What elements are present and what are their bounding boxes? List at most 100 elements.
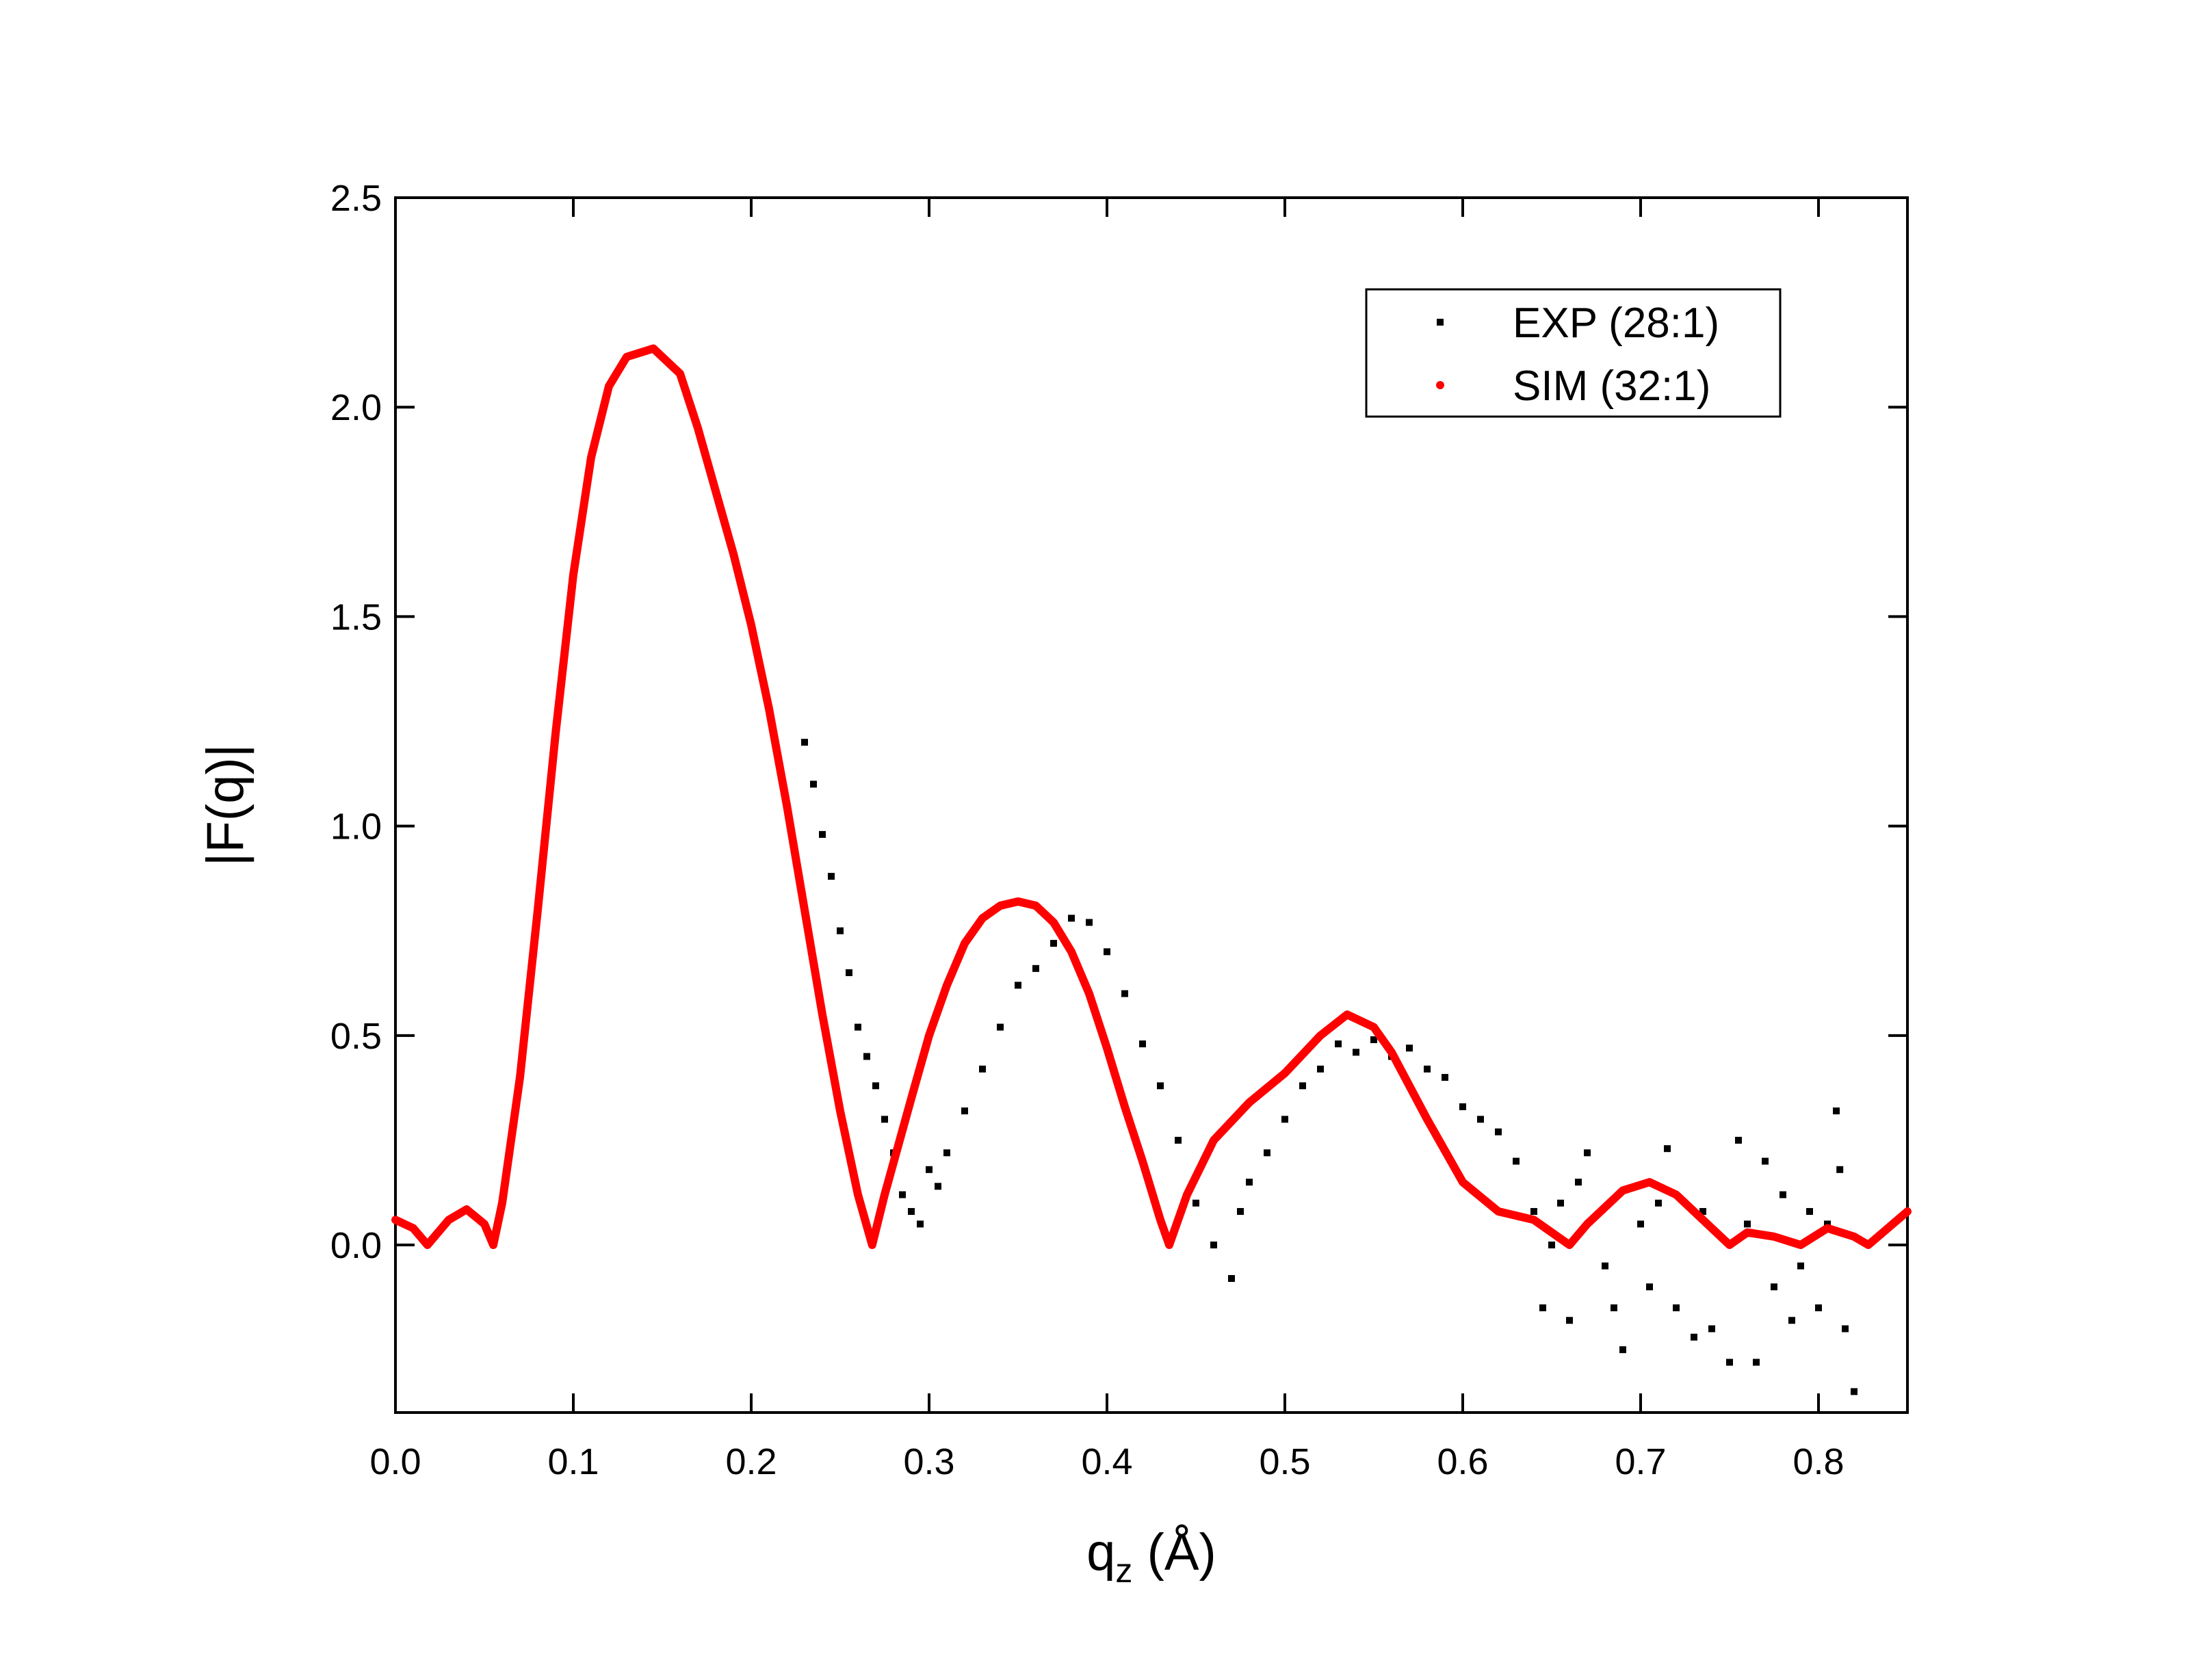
data-point [1762,1157,1769,1165]
x-tick-label: 0.4 [1081,1441,1132,1482]
data-point [1121,990,1128,997]
data-point [1833,1107,1840,1115]
data-point [846,969,852,976]
data-point [1771,1283,1777,1291]
data-point [1842,1325,1849,1333]
data-point [1246,1179,1253,1186]
data-point [1824,1220,1831,1228]
data-point [1557,1199,1564,1207]
data-point [1797,1262,1804,1270]
data-point [997,1023,1004,1031]
data-point [1068,915,1075,922]
x-tick-label: 0.0 [369,1441,421,1482]
series [391,344,1912,1249]
data-point [1015,982,1021,989]
data-point [801,739,808,746]
data-point [1192,1199,1199,1207]
data-point [1210,1242,1217,1249]
y-tick-label: 2.5 [330,178,382,219]
data-point [1744,1220,1751,1228]
data-point [1611,1304,1617,1311]
data-point [979,1065,986,1073]
data-point [899,1191,906,1198]
data-point [1815,1304,1822,1311]
y-tick-label: 0.5 [330,1016,382,1057]
data-point [1637,1220,1644,1228]
data-point [1655,1199,1662,1207]
x-tick-label: 0.6 [1437,1441,1488,1482]
sim-curve [391,344,1912,1249]
data-point [1539,1304,1546,1311]
data-point [1228,1275,1235,1283]
y-tick-label: 0.0 [330,1225,382,1266]
data-point [855,1023,861,1031]
x-axis-label-main: q [1086,1523,1115,1581]
x-axis-label-unit: (Å) [1132,1523,1216,1581]
data-point [1708,1325,1715,1333]
data-point [819,830,826,838]
y-tick-label: 2.0 [330,387,382,428]
data-point [1335,1040,1342,1048]
data-point [1406,1045,1413,1052]
data-point [1780,1191,1786,1198]
legend-label: EXP (28:1) [1513,300,1719,347]
x-axis-label-sub: z [1115,1551,1132,1590]
data-point [1459,1103,1466,1110]
data-point [926,1166,933,1173]
x-tick-label: 0.2 [725,1441,777,1482]
x-tick-label: 0.5 [1259,1441,1310,1482]
data-point [1424,1065,1431,1073]
x-tick-label: 0.3 [903,1441,954,1482]
data-point [1548,1242,1555,1249]
data-point [1530,1208,1537,1216]
data-point [1032,964,1039,972]
data-point [1513,1157,1520,1165]
data-point [863,1053,870,1060]
plot-frame [394,196,1909,1414]
x-axis-label: qz (Å) [1086,1523,1216,1590]
data-point [1175,1136,1182,1144]
data-point [1086,919,1093,926]
y-axis-label: |F(q)| [196,744,255,867]
data-point [1477,1116,1484,1123]
data-point [1691,1333,1697,1341]
data-point [1673,1304,1680,1311]
data-point [1370,1036,1377,1043]
data-point [1753,1359,1760,1366]
data-point [1104,948,1110,956]
data-point [837,927,844,934]
data-point [1851,1388,1857,1395]
data-point [1157,1082,1164,1090]
data-point [1584,1149,1591,1157]
data-point [1050,940,1057,947]
data-point [828,873,835,880]
data-point [1806,1208,1813,1216]
legend-label: SIM (32:1) [1513,363,1710,410]
data-point [1726,1359,1733,1366]
data-point [943,1149,950,1157]
y-tick-label: 1.0 [330,806,382,848]
data-point [881,1116,888,1123]
x-tick-label: 0.7 [1615,1441,1666,1482]
data-point [1495,1128,1502,1136]
data-point [1317,1065,1324,1073]
x-tick-label: 0.1 [547,1441,599,1482]
data-point [1699,1208,1706,1216]
data-point [1602,1262,1608,1270]
data-point [1836,1166,1844,1173]
data-point [1788,1317,1795,1324]
data-point [1299,1082,1306,1090]
data-point [961,1107,968,1115]
data-point [1264,1149,1270,1157]
data-point [810,780,817,788]
series [801,739,1857,1395]
data-point [1646,1283,1653,1291]
legend-marker [1437,319,1444,326]
y-tick-label: 1.5 [330,596,382,638]
legend-marker [1436,381,1444,389]
legend: EXP (28:1) SIM (32:1) [1365,288,1782,418]
data-point [1139,1040,1146,1048]
data-point [1735,1136,1742,1144]
